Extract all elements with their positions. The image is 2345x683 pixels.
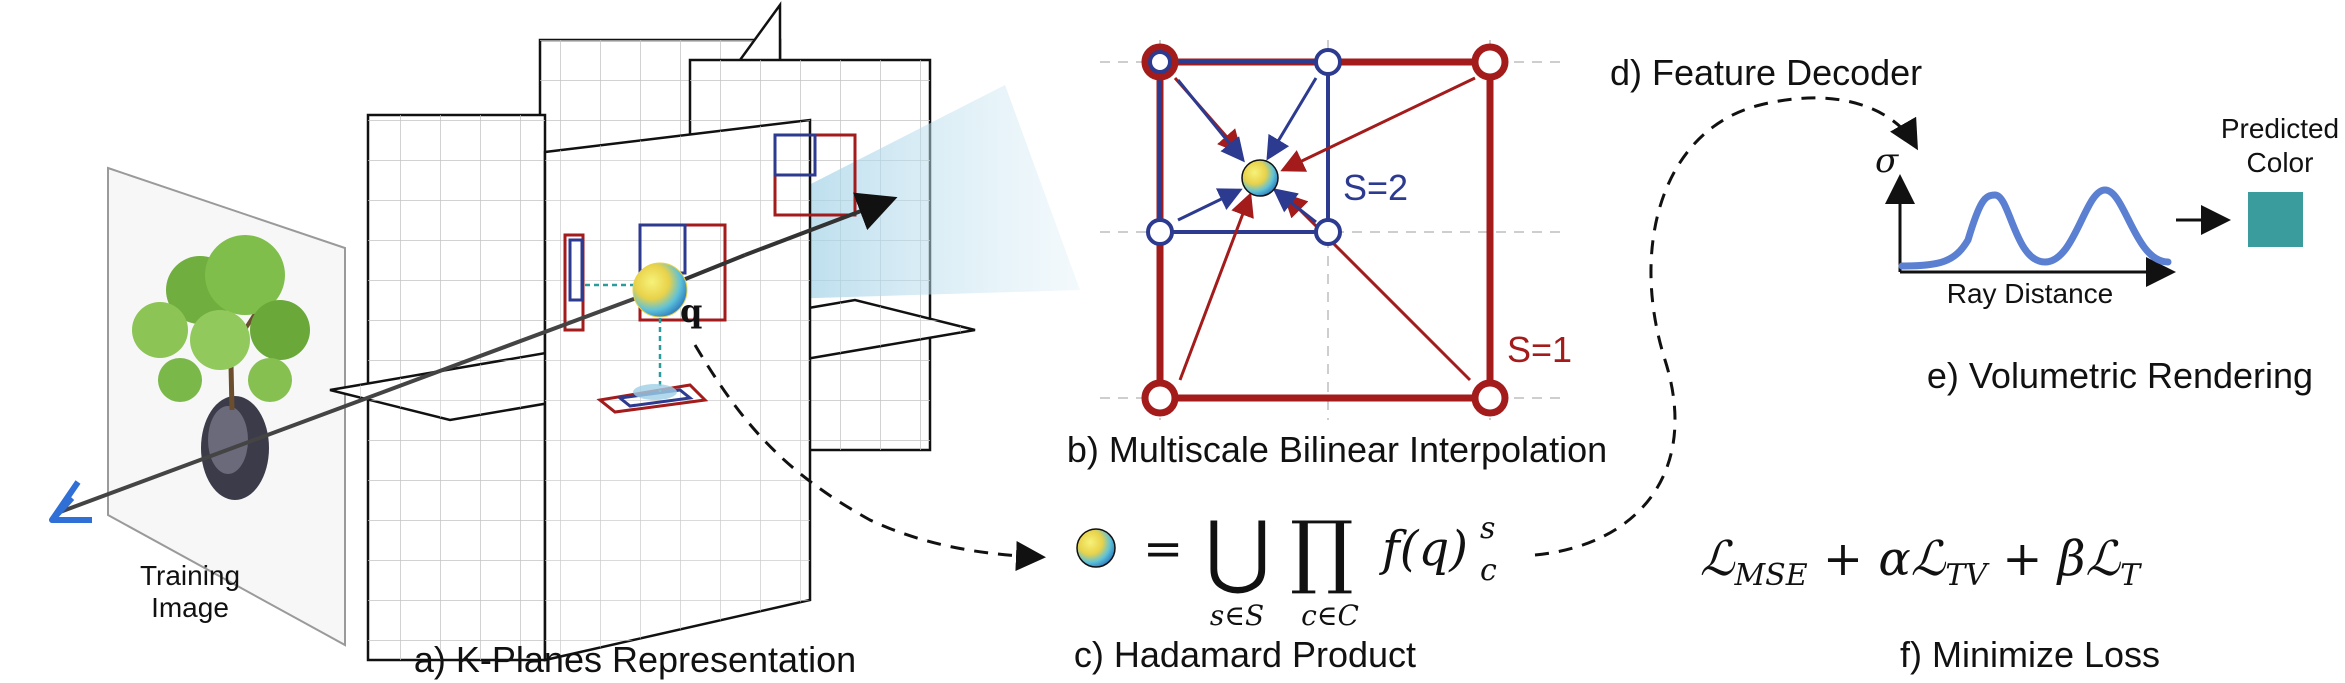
caption-c: c) Hadamard Product: [1074, 634, 1416, 675]
feature-subscript: c: [1480, 553, 1497, 588]
equals-sign: =: [1143, 521, 1183, 577]
rendering-panel: d) Feature Decoder σ Ray Distance Predic…: [1610, 52, 2339, 396]
scale-fine-label: S=2: [1343, 167, 1408, 208]
loss-tv-subscript: TV: [1945, 558, 1990, 593]
interpolation-beam: [750, 85, 1080, 300]
training-image-label-1: Training: [140, 560, 240, 591]
caption-e: e) Volumetric Rendering: [1927, 355, 2313, 396]
product-subscript: c∈C: [1301, 599, 1359, 632]
caption-a: a) K-Planes Representation: [414, 639, 856, 680]
predicted-label-1: Predicted: [2221, 113, 2339, 144]
query-label: q: [680, 292, 702, 330]
feature-term: f(q): [1379, 521, 1468, 577]
loss-tv-symbol: ℒ: [1911, 531, 1947, 587]
union-symbol: ⋃: [1205, 504, 1271, 597]
scale-coarse-label: S=1: [1507, 329, 1572, 370]
query-point-sphere: [632, 262, 688, 318]
plant-icon: [132, 235, 310, 500]
training-image: [107, 166, 346, 647]
loss-alpha-term: + α: [1808, 531, 1911, 587]
bilinear-panel: S=2 S=1 b) Multiscale Bilinear Interpola…: [1067, 40, 1607, 470]
k-planes-panel: q Training Image a) K-Planes Representat…: [49, 1, 1080, 680]
product-symbol: ∏: [1290, 504, 1354, 597]
hadamard-panel: = ⋃ ∏ s∈S c∈C f(q) s c c) Hadamard Produ…: [1074, 504, 1497, 675]
ray-distance-label: Ray Distance: [1947, 278, 2114, 309]
caption-b: b) Multiscale Bilinear Interpolation: [1067, 429, 1607, 470]
loss-panel: ℒMSE + αℒTV + βℒT f) Minimize Loss: [1700, 531, 2160, 675]
predicted-label-2: Color: [2247, 147, 2314, 178]
caption-f: f) Minimize Loss: [1900, 634, 2160, 675]
loss-t-symbol: ℒ: [2086, 531, 2122, 587]
predicted-color-swatch: [2248, 192, 2303, 247]
loss-mse-symbol: ℒ: [1700, 531, 1736, 587]
training-image-label-2: Image: [151, 592, 229, 623]
feature-sphere-icon: [1076, 528, 1116, 568]
loss-mse-subscript: MSE: [1733, 558, 1807, 593]
union-subscript: s∈S: [1210, 599, 1264, 632]
density-curve: [1898, 186, 2172, 270]
dashed-arrow-c-to-e: [1534, 96, 1918, 557]
caption-d: d) Feature Decoder: [1610, 52, 1922, 93]
loss-equation: ℒMSE + αℒTV + βℒT: [1700, 531, 2142, 593]
feature-sphere-icon: [1241, 159, 1279, 197]
sigma-axis-label: σ: [1875, 141, 1899, 181]
loss-t-subscript: T: [2120, 558, 2142, 593]
camera-frustum-icon: [49, 480, 92, 523]
loss-beta-term: + β: [1987, 531, 2085, 587]
dashed-arrow-a-to-c: [693, 344, 1046, 572]
feature-superscript: s: [1480, 511, 1495, 546]
